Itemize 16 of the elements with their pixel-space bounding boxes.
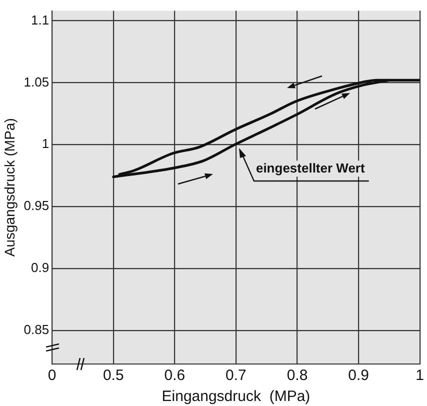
x-tick-label: 0 — [48, 367, 56, 384]
x-tick-label: 0.8 — [286, 367, 308, 384]
x-tick-label: 0.7 — [226, 367, 246, 384]
y-tick-label: 0.95 — [24, 198, 50, 214]
annotation: eingestellter Wert — [256, 160, 366, 176]
x-tick-label: 0.9 — [348, 367, 369, 384]
y-tick-label: 0.9 — [31, 260, 50, 276]
x-tick-label: 0.6 — [164, 367, 186, 384]
x-tick-label: 1 — [416, 367, 424, 384]
y-axis-title: Ausgangsdruck (MPa) — [1, 118, 18, 257]
x-tick-label: 0.5 — [102, 367, 124, 384]
y-tick-label: 1.1 — [31, 12, 50, 28]
y-tick-label: 1 — [42, 136, 50, 152]
y-tick-label: 0.85 — [24, 322, 50, 338]
y-tick-label: 1.05 — [24, 74, 50, 90]
x-axis-title: Eingangsdruck (MPa) — [162, 388, 310, 406]
